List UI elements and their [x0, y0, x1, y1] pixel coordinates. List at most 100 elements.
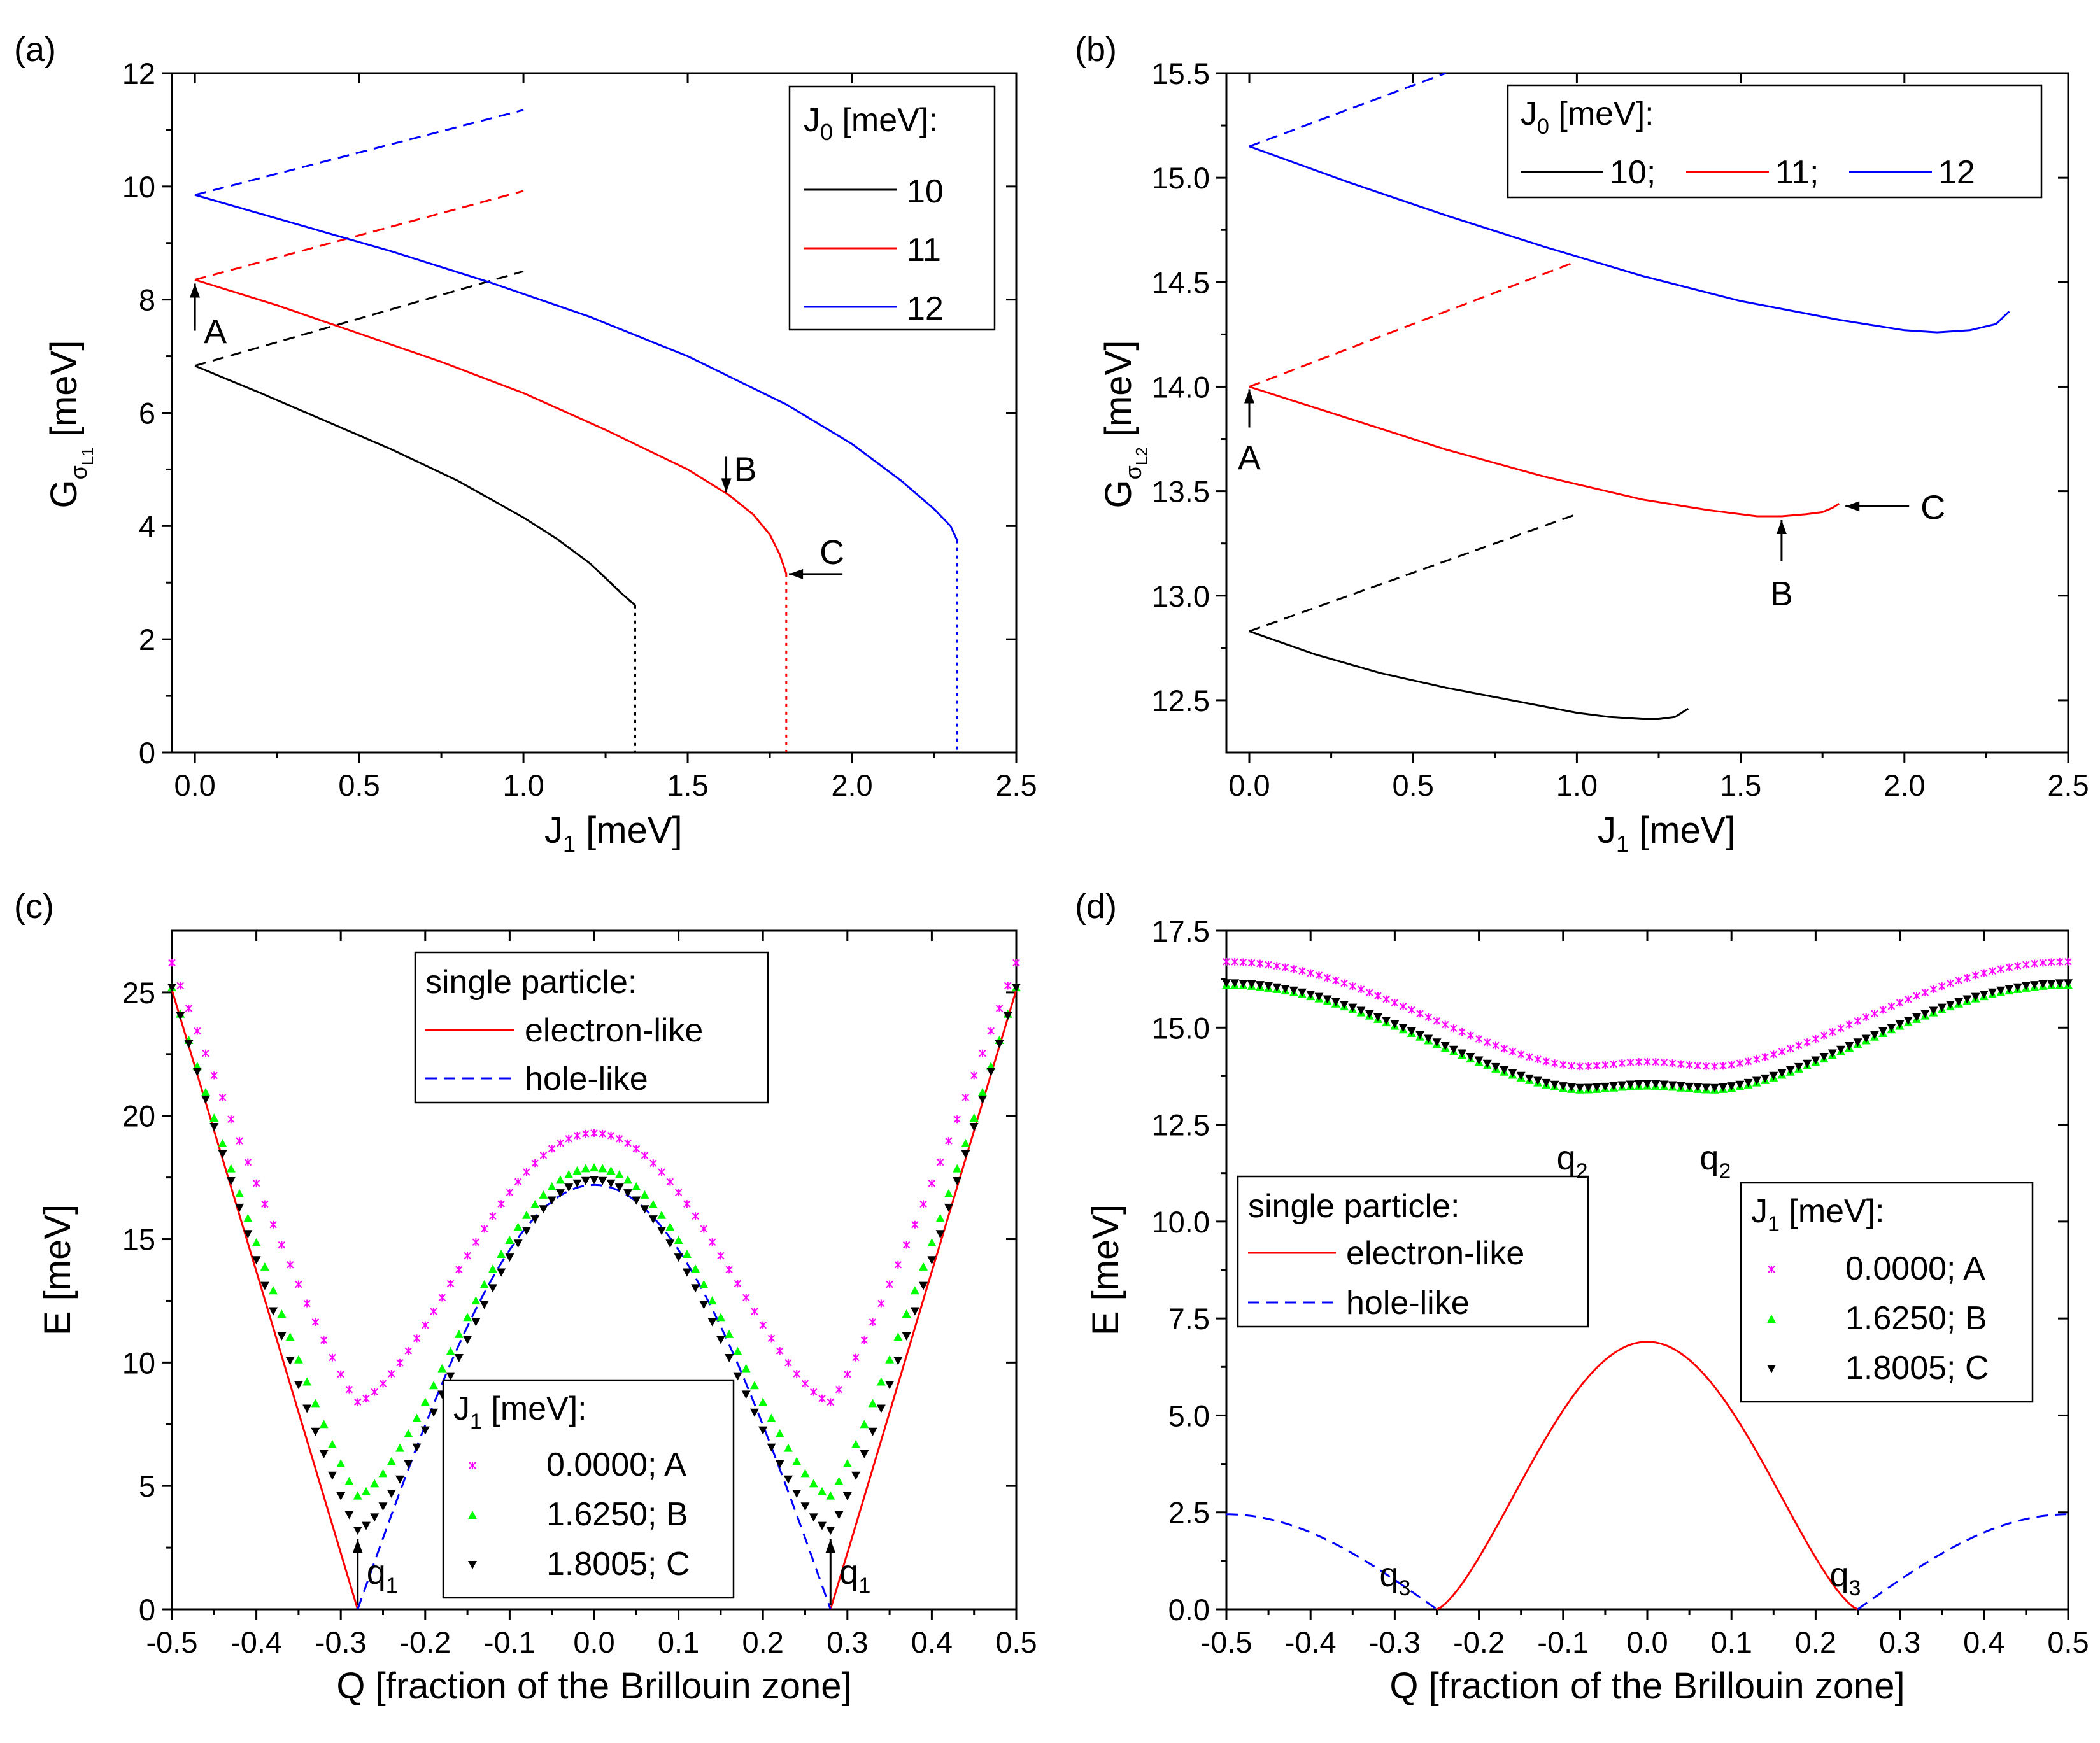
y-axis-label: E [meV] [37, 1204, 78, 1336]
x-tick-label: 0.4 [911, 1625, 953, 1659]
data-point-x [945, 1137, 953, 1145]
data-point-x [1332, 977, 1340, 985]
data-point-triangle-down [395, 1475, 405, 1484]
data-point-triangle-down [1449, 1045, 1458, 1054]
data-point-x [827, 1398, 834, 1406]
data-point-x [548, 1145, 556, 1153]
data-point-triangle-down [2030, 981, 2040, 990]
data-point-triangle-up [590, 1163, 599, 1172]
annotation-q-sub: 2 [1719, 1159, 1731, 1183]
data-point-triangle-down [1954, 998, 1964, 1006]
data-point-triangle-down [657, 1227, 667, 1236]
data-point-triangle-down [1373, 1013, 1382, 1022]
legend-points-c: J1 [meV]: 0.0000; A 1.6250; B 1.8005; C [442, 1379, 735, 1599]
data-point-x [388, 1370, 395, 1378]
legend-lines-d: single particle: electron-like hole-like [1237, 1175, 1589, 1328]
data-point-x [2064, 957, 2072, 966]
data-point-triangle-up [547, 1182, 557, 1191]
data-point-x [1643, 1057, 1651, 1066]
data-point-x [835, 1385, 843, 1394]
data-point-x [961, 1093, 970, 1101]
data-point-x [329, 1353, 336, 1362]
data-point-triangle-down [479, 1301, 489, 1309]
point-series-0 [1223, 957, 2072, 1071]
data-point-x [557, 1139, 564, 1147]
series-line-10-solid [194, 365, 636, 606]
data-point-triangle-up [749, 1381, 759, 1390]
data-point-x [1989, 967, 1996, 975]
data-point-x [1534, 1055, 1542, 1064]
data-point-triangle-down [818, 1521, 827, 1530]
data-point-x [1416, 1010, 1424, 1018]
annotation-q: q [839, 1553, 858, 1591]
data-point-triangle-down [285, 1357, 295, 1365]
data-point-x [717, 1252, 725, 1260]
panel-label: (d) [1075, 887, 1117, 926]
series-group [1249, 73, 2010, 720]
data-point-x [649, 1159, 657, 1168]
series-line-11-solid [194, 279, 788, 575]
data-point-x [1307, 969, 1314, 977]
panel-c: -0.5 -0.4 -0.3 -0.2 -0.1 0.0 0.1 0.2 0.3 0.4 0.5 0 5… [14, 887, 1037, 1707]
data-point-x [810, 1388, 818, 1396]
legend-entry: 12 [1938, 154, 1975, 191]
x-tick-label: 1.0 [502, 768, 544, 802]
data-point-triangle-up [716, 1313, 725, 1322]
data-point-triangle-up [953, 1164, 962, 1173]
legend-title-main: J [804, 102, 820, 139]
data-point-x [1290, 965, 1298, 973]
data-point-x [1736, 1059, 1744, 1068]
x-tick-label: 2.0 [831, 768, 872, 802]
data-point-triangle-up [260, 1262, 269, 1271]
data-point-x [1550, 1059, 1559, 1068]
data-point-triangle-down [674, 1253, 683, 1262]
data-point-x [531, 1159, 539, 1168]
point-series-2 [167, 984, 1021, 1535]
data-point-triangle-up [387, 1457, 396, 1465]
data-point-x [1231, 957, 1238, 966]
legend-entry: 10; [1610, 154, 1656, 191]
legend-entry-hole: hole-like [1346, 1285, 1470, 1322]
data-point-triangle-up [842, 1459, 852, 1468]
y-tick-label: 12 [122, 57, 155, 90]
data-point-x [2056, 957, 2064, 966]
y-tick-label: 6 [139, 397, 155, 430]
arrow-A-head [190, 283, 201, 298]
legend-box [414, 951, 769, 1104]
data-point-triangle-down [1643, 1080, 1652, 1089]
data-point-x [1829, 1027, 1836, 1036]
data-point-triangle-down [1491, 1062, 1501, 1071]
legend-title: single particle: [1248, 1188, 1459, 1225]
data-point-x [244, 1158, 252, 1166]
data-point-x [1879, 1006, 1887, 1014]
data-point-triangle-up [682, 1249, 692, 1258]
data-point-x [742, 1294, 750, 1302]
data-point-x [1820, 1031, 1828, 1040]
x-tick-label: -0.5 [146, 1625, 198, 1659]
data-point-triangle-down [1331, 998, 1340, 1006]
data-point-x [210, 1071, 218, 1080]
data-point-x [396, 1358, 404, 1367]
data-point-x [1778, 1047, 1786, 1055]
data-point-x [1450, 1024, 1458, 1033]
data-point-x [464, 1252, 471, 1260]
data-point-triangle-down [640, 1205, 649, 1214]
data-point-triangle-down [1727, 1082, 1736, 1091]
data-point-x [1711, 1062, 1719, 1071]
legend-entry: 12 [907, 290, 944, 327]
plot-frame [1225, 72, 2069, 754]
data-point-triangle-down [632, 1196, 641, 1205]
data-point-triangle-down [868, 1427, 877, 1436]
data-point-triangle-down [927, 1256, 937, 1265]
data-point-triangle-down [167, 984, 176, 992]
data-point-x [979, 1049, 986, 1057]
data-point-x [404, 1347, 412, 1355]
data-point-x [1584, 1062, 1593, 1070]
legend-title-rest: [meV]: [1549, 95, 1654, 132]
data-point-x [599, 1129, 606, 1138]
data-point-triangle-down [1415, 1031, 1425, 1040]
legend-title: J1 [meV]: [1751, 1193, 1885, 1236]
data-point-x [1753, 1055, 1761, 1064]
electron-like-line [1436, 1341, 1859, 1611]
